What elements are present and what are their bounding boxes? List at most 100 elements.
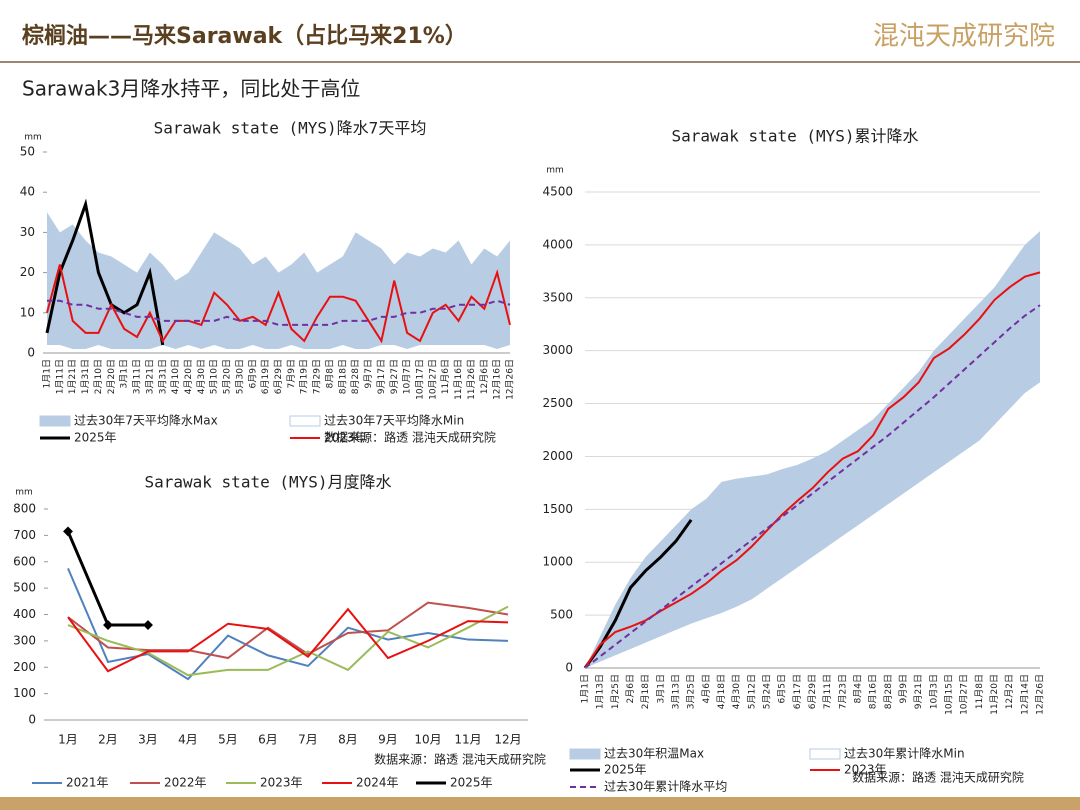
y-tick-label: 30 [20,225,35,239]
legend-swatch [39,415,71,427]
source-note: 数据来源：路透 混沌天成研究院 [852,770,1024,785]
area [47,344,510,353]
x-tick-label: 1月31日 [80,359,91,394]
x-tick-label: 8月18日 [337,359,348,394]
x-tick-label: 1月 [58,733,78,747]
x-tick-label: 1月21日 [67,359,78,394]
y-tick-label: 20 [20,265,35,279]
legend-label: 2025年 [74,431,117,445]
x-tick-label: 8月8日 [324,359,335,388]
x-tick-label: 10月7日 [402,359,413,394]
logo: 混沌天成研究院 [873,22,1055,52]
source-note: 数据来源：路透 混沌天成研究院 [374,752,546,767]
x-tick-label: 6月9日 [247,359,258,388]
x-tick-label: 5月10日 [209,359,220,394]
x-tick-label: 1月13日 [595,674,606,709]
x-tick-label: 12月 [494,733,521,747]
x-tick-label: 4月 [178,733,198,747]
x-tick-label: 12月6日 [479,359,490,394]
y-unit: mm [24,133,42,143]
x-tick-label: 5月 [218,733,238,747]
x-tick-label: 9月 [378,733,398,747]
x-tick-label: 9月7日 [363,359,374,388]
x-tick-label: 12月14日 [1019,674,1030,715]
legend-label: 过去30年累计降水平均 [604,780,727,794]
x-tick-label: 11月16日 [453,359,464,400]
x-tick-label: 11月20日 [989,674,1000,715]
x-tick-label: 9月21日 [913,674,924,709]
legend-label: 过去30年7天平均降水Max [74,414,218,428]
x-tick-label: 4月30日 [731,674,742,709]
x-tick-label: 6月 [258,733,278,747]
x-tick-label: 12月26日 [1035,674,1046,715]
x-tick-label: 11月 [454,733,481,747]
y-tick-label: 100 [13,686,36,700]
x-tick-label: 4月30日 [196,359,207,394]
x-tick-label: 10月27日 [959,674,970,715]
y-tick-label: 600 [13,554,36,568]
y-unit: mm [546,166,564,176]
y-tick-label: 4000 [542,237,573,251]
chart-title: Sarawak state (MYS)累计降水 [671,127,918,146]
x-tick-label: 10月17日 [414,359,425,400]
y-tick-label: 2000 [542,449,573,463]
x-tick-label: 8月28日 [350,359,361,394]
line [67,601,509,660]
x-tick-label: 9月17日 [376,359,387,394]
legend-label: 2023年 [324,431,367,445]
legend-swatch [569,748,601,760]
legend-label: 过去30年7天平均降水Min [324,414,464,428]
line [45,198,165,346]
x-tick-label: 3月13日 [671,674,682,709]
x-tick-label: 3月1日 [655,674,666,703]
chart-title: Sarawak state (MYS)降水7天平均 [154,119,427,138]
y-tick-label: 0 [27,346,35,360]
x-tick-label: 10月3日 [928,674,939,709]
x-tick-label: 6月5日 [777,674,788,703]
x-tick-label: 5月20日 [222,359,233,394]
y-tick-label: 800 [13,502,36,516]
x-tick-label: 6月19日 [260,359,271,394]
source-note: 数据来源：路透 混沌天成研究院 [324,430,496,445]
y-tick-label: 300 [13,633,36,647]
y-tick-label: 3500 [542,290,573,304]
legend-label: 2021年 [66,776,109,790]
x-tick-label: 2月18日 [640,674,651,709]
y-tick-label: 10 [20,305,35,319]
x-tick-label: 8月4日 [853,674,864,703]
subtitle: Sarawak3月降水持平，同比处于高位 [22,77,360,101]
x-tick-label: 4月6日 [701,674,712,703]
x-tick-label: 9月27日 [389,359,400,394]
line [47,299,511,326]
line [46,264,511,344]
y-tick-label: 500 [13,581,36,595]
legend-swatch [289,415,321,427]
marker [103,620,113,630]
x-tick-label: 3月1日 [119,359,130,388]
marker [63,526,73,537]
legend-label: 2025年 [604,763,647,777]
x-tick-label: 10月27日 [427,359,438,400]
y-tick-label: 1000 [542,555,573,569]
legend-label: 2025年 [450,776,493,790]
y-tick-label: 40 [20,185,35,199]
x-tick-label: 2月20日 [106,359,117,394]
x-tick-label: 12月2日 [1004,674,1015,709]
x-tick-label: 7月29日 [312,359,323,394]
legend-swatch [809,748,841,760]
y-tick-label: 2500 [542,396,573,410]
x-tick-label: 8月28日 [883,674,894,709]
x-tick-label: 8月 [338,733,358,747]
x-tick-label: 3月 [138,733,158,747]
x-tick-label: 11月8日 [974,674,985,709]
x-tick-label: 7月11日 [822,674,833,709]
x-tick-label: 5月24日 [762,674,773,709]
slide-title: 棕榈油——马来Sarawak（占比马来21%） [22,23,467,49]
x-tick-label: 3月11日 [132,359,143,394]
area [585,382,1040,668]
x-tick-label: 5月12日 [746,674,757,709]
x-tick-label: 12月26日 [505,359,516,400]
chart-title: Sarawak state (MYS)月度降水 [144,473,391,492]
x-tick-label: 3月25日 [686,674,697,709]
